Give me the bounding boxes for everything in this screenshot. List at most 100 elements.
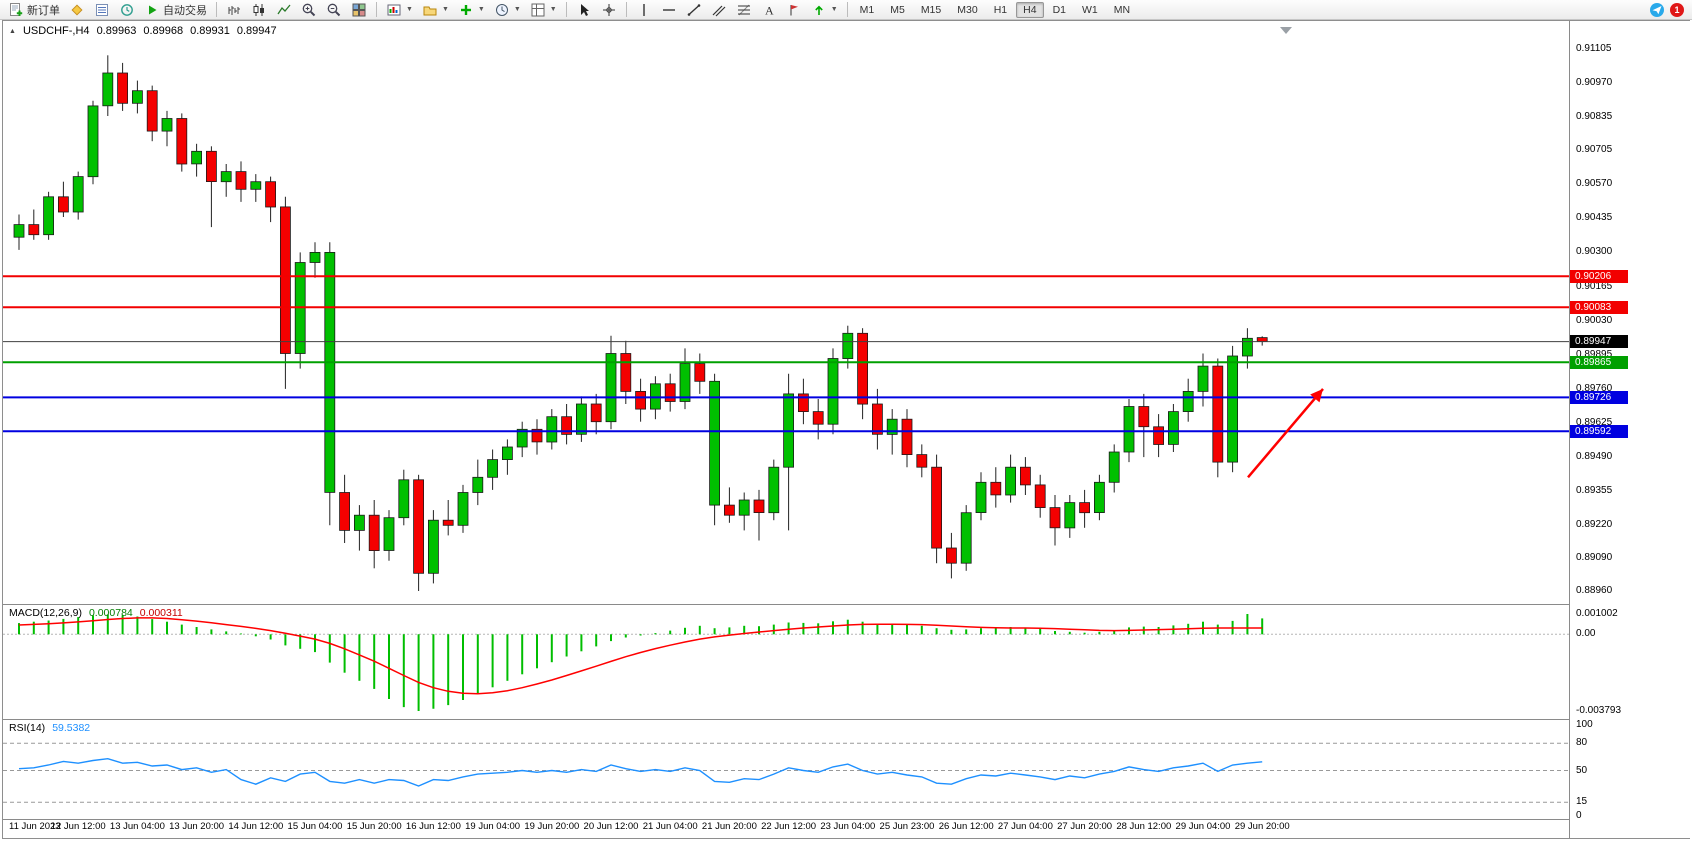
price-tick-label: 0.90705 [1576, 144, 1613, 156]
autotrading-label: 自动交易 [163, 4, 207, 17]
horizontal-line-icon [662, 8, 675, 11]
cursor-tool-button[interactable] [572, 0, 596, 20]
panel-splitter-macd[interactable] [3, 604, 1689, 605]
price-tick-label: 0.89220 [1576, 519, 1613, 531]
macd-axis-label: -0.003793 [1576, 705, 1622, 716]
price-tick-label: 0.91105 [1576, 43, 1612, 54]
time-axis-label: 28 Jun 12:00 [1116, 821, 1172, 832]
time-axis-label: 25 Jun 23:00 [879, 821, 935, 832]
dropdown-arrow-icon: ▼ [830, 6, 838, 13]
fibonacci-tool-button[interactable] [732, 0, 756, 20]
one-click-trading-toggle[interactable]: ▲ [9, 27, 16, 35]
close-value: 0.89947 [236, 25, 277, 37]
time-axis-label: 26 Jun 12:00 [938, 821, 994, 832]
line-chart-mode-button[interactable] [272, 0, 296, 20]
rsi-axis-label: 100 [1576, 719, 1593, 730]
timeframe-H1[interactable]: H1 [993, 3, 1008, 16]
main-toolbar: 新订单 自动交易 ▼ ▼ ▼ ▼ ▼ [0, 0, 1692, 20]
price-tick-label: 0.89490 [1576, 451, 1613, 463]
zoom-out-icon [327, 3, 341, 16]
time-axis-label: 27 Jun 20:00 [1057, 821, 1113, 832]
add-indicator-button[interactable]: ▼ [454, 0, 489, 20]
time-axis-label: 21 Jun 04:00 [642, 821, 698, 832]
zoom-in-icon [302, 3, 316, 16]
time-axis[interactable]: 11 Jun 2023 12 Jun 12:00 13 Jun 04:00 13 Ju… [3, 821, 1569, 839]
toolbar-separator [625, 2, 627, 17]
fibonacci-icon [737, 4, 750, 15]
dropdown-arrow-icon: ▼ [406, 6, 413, 13]
vertical-line-tool-button[interactable] [632, 0, 656, 20]
templates-button[interactable]: ▼ [526, 0, 561, 20]
channel-tool-button[interactable] [707, 0, 731, 20]
price-level-tag: 0.89592 [1570, 424, 1628, 438]
timeframe-D1[interactable]: D1 [1052, 3, 1066, 16]
periods-button[interactable]: ▼ [490, 0, 525, 20]
time-axis-label: 16 Jun 12:00 [405, 821, 461, 832]
toolbar-separator [846, 2, 848, 17]
text-tool-button[interactable]: A [757, 0, 781, 20]
timeframe-W1[interactable]: W1 [1082, 3, 1098, 16]
price-tick-label: 0.89895 [1576, 348, 1613, 360]
price-axis[interactable]: 0.91105 0.90970 0.90835 0.90705 0.90570 0.904… [1569, 21, 1690, 838]
new-order-label: 新订单 [27, 4, 60, 17]
open-value: 0.89963 [96, 25, 137, 37]
timeframe-M30[interactable]: M30 [957, 3, 978, 16]
rsi-axis-label: 15 [1576, 796, 1588, 808]
price-tick-label: 0.89625 [1576, 417, 1613, 428]
time-axis-label: 15 Jun 20:00 [346, 821, 402, 832]
tile-windows-button[interactable] [347, 0, 371, 20]
arrows-tool-button[interactable]: ▼ [807, 0, 842, 20]
timeframe-M15[interactable]: M15 [920, 3, 942, 16]
macd-indicator-canvas[interactable] [3, 604, 1569, 719]
rsi-axis-label: 80 [1576, 737, 1588, 749]
timeframe-H4[interactable]: H4 [1016, 1, 1044, 18]
text-label-tool-button[interactable] [782, 0, 806, 20]
time-axis-label: 12 Jun 12:00 [50, 821, 106, 832]
candlesticks [13, 55, 1268, 591]
new-chart-button[interactable]: ▼ [382, 0, 417, 20]
time-axis-label: 29 Jun 04:00 [1175, 821, 1231, 832]
new-order-icon [10, 2, 23, 16]
toolbar-separator [216, 2, 217, 17]
main-chart-canvas[interactable] [3, 21, 1569, 604]
rsi-value: 59.5382 [52, 722, 91, 734]
toolbar-separator [565, 2, 567, 17]
time-axis-separator [3, 819, 1689, 820]
time-axis-label: 14 Jun 12:00 [228, 821, 284, 832]
timeframe-M5[interactable]: M5 [890, 3, 905, 16]
crosshair-tool-button[interactable] [597, 0, 621, 20]
zoom-in-button[interactable] [297, 0, 321, 20]
rsi-indicator-canvas[interactable] [3, 719, 1569, 819]
svg-text:A: A [765, 3, 774, 17]
new-order-button[interactable]: 新订单 [4, 0, 64, 20]
navigator-button[interactable] [115, 0, 139, 20]
trend-arrow-object[interactable] [1247, 388, 1324, 479]
price-tick-label: 0.88960 [1576, 585, 1613, 596]
panel-splitter-rsi[interactable] [3, 719, 1689, 720]
market-watch-button[interactable] [90, 0, 114, 20]
price-tick-label: 0.89355 [1576, 485, 1613, 497]
chart-window[interactable]: ▲ USDCHF-,H4 0.89963 0.89968 0.89931 0.8… [2, 20, 1690, 839]
zoom-out-button[interactable] [322, 0, 346, 20]
metaeditor-button[interactable] [65, 0, 89, 20]
candle-chart-mode-button[interactable] [247, 0, 271, 20]
time-axis-label: 29 Jun 20:00 [1234, 821, 1290, 832]
bar-chart-mode-button[interactable] [222, 0, 246, 20]
horizontal-line-tool-button[interactable] [657, 0, 681, 20]
periods-clock-icon [495, 3, 508, 16]
time-axis-label: 23 Jun 04:00 [820, 821, 876, 832]
price-level-tag: 0.90083 [1570, 300, 1628, 314]
community-message-icon[interactable] [1649, 2, 1665, 18]
chart-shift-marker[interactable] [1280, 27, 1292, 34]
autotrading-button[interactable]: 自动交易 [140, 0, 211, 20]
price-tick-label: 0.90835 [1576, 111, 1613, 123]
rsi-axis-label: 0 [1576, 810, 1582, 821]
profiles-button[interactable]: ▼ [418, 0, 453, 20]
timeframe-MN[interactable]: MN [1113, 3, 1131, 16]
high-value: 0.89968 [143, 25, 184, 37]
notification-badge[interactable]: 1 [1670, 2, 1684, 17]
timeframe-M1[interactable]: M1 [859, 3, 875, 16]
trendline-tool-button[interactable] [682, 0, 706, 20]
line-chart-icon [277, 4, 291, 14]
time-axis-label: 27 Jun 04:00 [997, 821, 1053, 832]
